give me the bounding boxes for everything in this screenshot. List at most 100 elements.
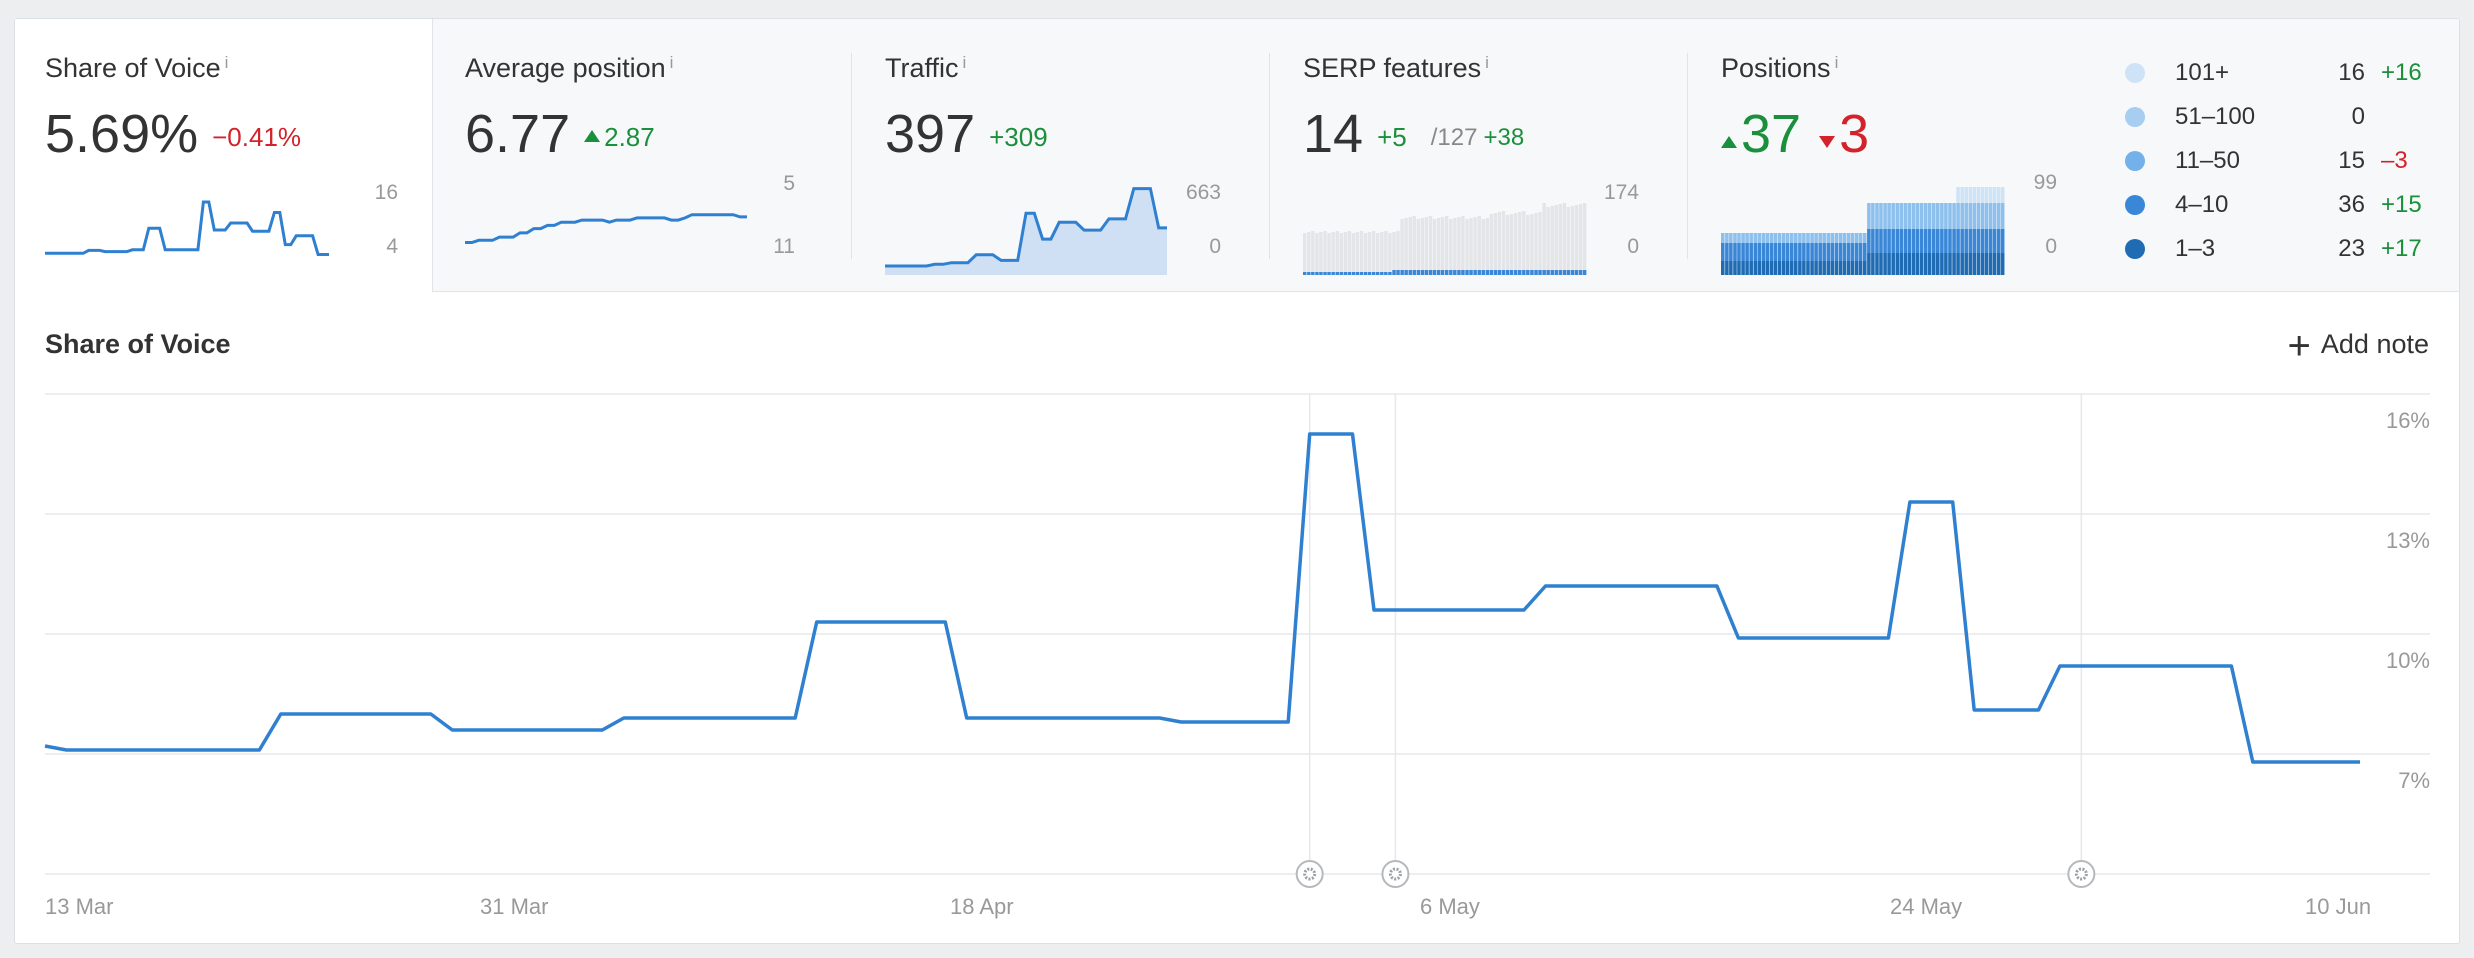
metric-card-serp-features[interactable]: SERP features i 14 +5/127 +38 174 0 (1269, 19, 1687, 291)
note-gear-icon[interactable] (1295, 860, 1324, 888)
positions-bar-segment (1863, 233, 1867, 243)
divider (1269, 53, 1270, 259)
metric-title-text: Average position (465, 53, 666, 83)
legend-row-4-10[interactable]: 4–10 36 +15 (2125, 191, 2425, 221)
info-icon[interactable]: i (669, 53, 674, 72)
positions-bar-segment (1992, 203, 1997, 229)
serp-owned-bar (1367, 272, 1372, 275)
x-tick-label: 24 May (1890, 894, 1962, 919)
metric-sub-delta: +38 (1483, 123, 1525, 151)
positions-bar-segment (1745, 243, 1749, 261)
positions-bar-segment (1798, 243, 1802, 261)
metric-value-text: 5.69% (45, 104, 199, 164)
note-gear-icon[interactable] (1381, 860, 1410, 888)
x-tick-label: 18 Apr (950, 894, 1014, 919)
serp-bar (1367, 232, 1372, 275)
positions-bar-segment (1911, 229, 1916, 253)
metric-card-traffic[interactable]: Traffic i 397 +309 663 0 (851, 19, 1269, 291)
positions-bar-segment (1952, 229, 1956, 253)
serp-bar (1461, 216, 1465, 275)
info-icon[interactable]: i (224, 53, 229, 72)
plus-icon: + (2287, 324, 2311, 368)
info-icon[interactable]: i (1485, 53, 1489, 72)
positions-bar-segment (1887, 229, 1891, 253)
metric-card-share-of-voice[interactable]: Share of Voice i 5.69% −0.41% 16 4 (15, 19, 433, 292)
serp-owned-bar (1449, 270, 1453, 275)
info-icon[interactable]: i (962, 53, 967, 72)
metric-value: 6.77 2.87 (465, 103, 655, 165)
positions-bar-segment (1749, 243, 1753, 261)
legend-row-1-3[interactable]: 1–3 23 +17 (2125, 235, 2425, 265)
divider (1687, 53, 1688, 259)
serp-owned-bar (1380, 272, 1384, 275)
positions-bar-segment (1976, 203, 1981, 229)
positions-bar-segment (1790, 261, 1794, 275)
positions-bar-segment (1992, 229, 1997, 253)
serp-bar (1412, 216, 1416, 275)
serp-bar (1558, 204, 1563, 275)
positions-bar-segment (1956, 229, 1960, 253)
share-of-voice-chart[interactable]: 16% 13% 10% 7% 13 Mar 31 Mar 18 Apr 6 May 24 May… (15, 19, 2461, 945)
positions-bar-segment (1721, 243, 1725, 261)
x-tick-label: 10 Jun (2305, 894, 2371, 919)
positions-bar-segment (1915, 253, 1920, 275)
sparkline-bars (1303, 203, 1587, 275)
positions-bar-segment (1725, 243, 1729, 261)
positions-bar-segment (1964, 229, 1968, 253)
legend-row-51-100[interactable]: 51–100 0 (2125, 103, 2425, 133)
positions-bar-segment (1992, 187, 1997, 203)
positions-bar-segment (1984, 203, 1989, 229)
positions-bar-segment (1923, 203, 1928, 229)
serp-bar (1477, 216, 1481, 275)
positions-bar-segment (1761, 243, 1766, 261)
serp-owned-bar (1432, 270, 1437, 275)
positions-bar-segment (1834, 233, 1839, 243)
positions-bar-segment (2000, 253, 2005, 275)
serp-bar (1449, 219, 1453, 275)
positions-bar-segment (1871, 229, 1875, 253)
positions-bar-segment (1802, 233, 1806, 243)
positions-bar-segment (1769, 243, 1774, 261)
positions-bar-segment (1830, 243, 1835, 261)
serp-owned-bar (1489, 270, 1494, 275)
positions-bar-segment (1923, 253, 1928, 275)
positions-bar-segment (1936, 253, 1940, 275)
positions-bar-segment (1984, 187, 1989, 203)
positions-bar-segment (1850, 243, 1855, 261)
metric-card-positions[interactable]: Positions i 37 3 99 0 (1687, 19, 2461, 291)
positions-bar-segment (1814, 243, 1818, 261)
metric-card-average-position[interactable]: Average position i 6.77 2.87 5 11 (433, 19, 851, 291)
info-icon[interactable]: i (1834, 53, 1839, 72)
positions-bar-segment (1875, 253, 1879, 275)
y-tick-label: 13% (2386, 528, 2430, 553)
serp-owned-bar (1526, 270, 1530, 275)
serp-owned-bar (1505, 270, 1510, 275)
positions-bar-segment (1988, 229, 1993, 253)
serp-owned-bar (1578, 270, 1583, 275)
add-note-button[interactable]: + Add note (2288, 324, 2429, 369)
serp-bar (1327, 233, 1331, 275)
serp-owned-bar (1453, 270, 1457, 275)
metric-value: 397 +309 (885, 103, 1048, 165)
positions-bar-segment (1757, 243, 1762, 261)
positions-bar-segment (1948, 203, 1952, 229)
positions-bar-segment (1729, 243, 1733, 261)
serp-owned-bar (1408, 270, 1412, 275)
serp-bar (1485, 218, 1490, 275)
serp-owned-bar (1582, 270, 1587, 275)
legend-row-101-plus[interactable]: 101+ 16 +16 (2125, 59, 2425, 89)
serp-owned-bar (1509, 270, 1514, 275)
positions-bar-segment (1944, 203, 1948, 229)
positions-bar-segment (1777, 243, 1782, 261)
legend-name: 4–10 (2175, 191, 2229, 218)
metric-title: Traffic i (885, 53, 966, 84)
serp-bar (1323, 231, 1327, 275)
legend-delta: +15 (2381, 191, 2422, 218)
positions-bar-segment (1842, 243, 1847, 261)
serp-bar (1331, 232, 1335, 275)
sparkline-stacked (1721, 187, 2005, 275)
note-gear-icon[interactable] (2067, 860, 2096, 888)
legend-row-11-50[interactable]: 11–50 15 –3 (2125, 147, 2425, 177)
metric-delta: +309 (989, 122, 1048, 153)
positions-bar-segment (1773, 261, 1778, 275)
